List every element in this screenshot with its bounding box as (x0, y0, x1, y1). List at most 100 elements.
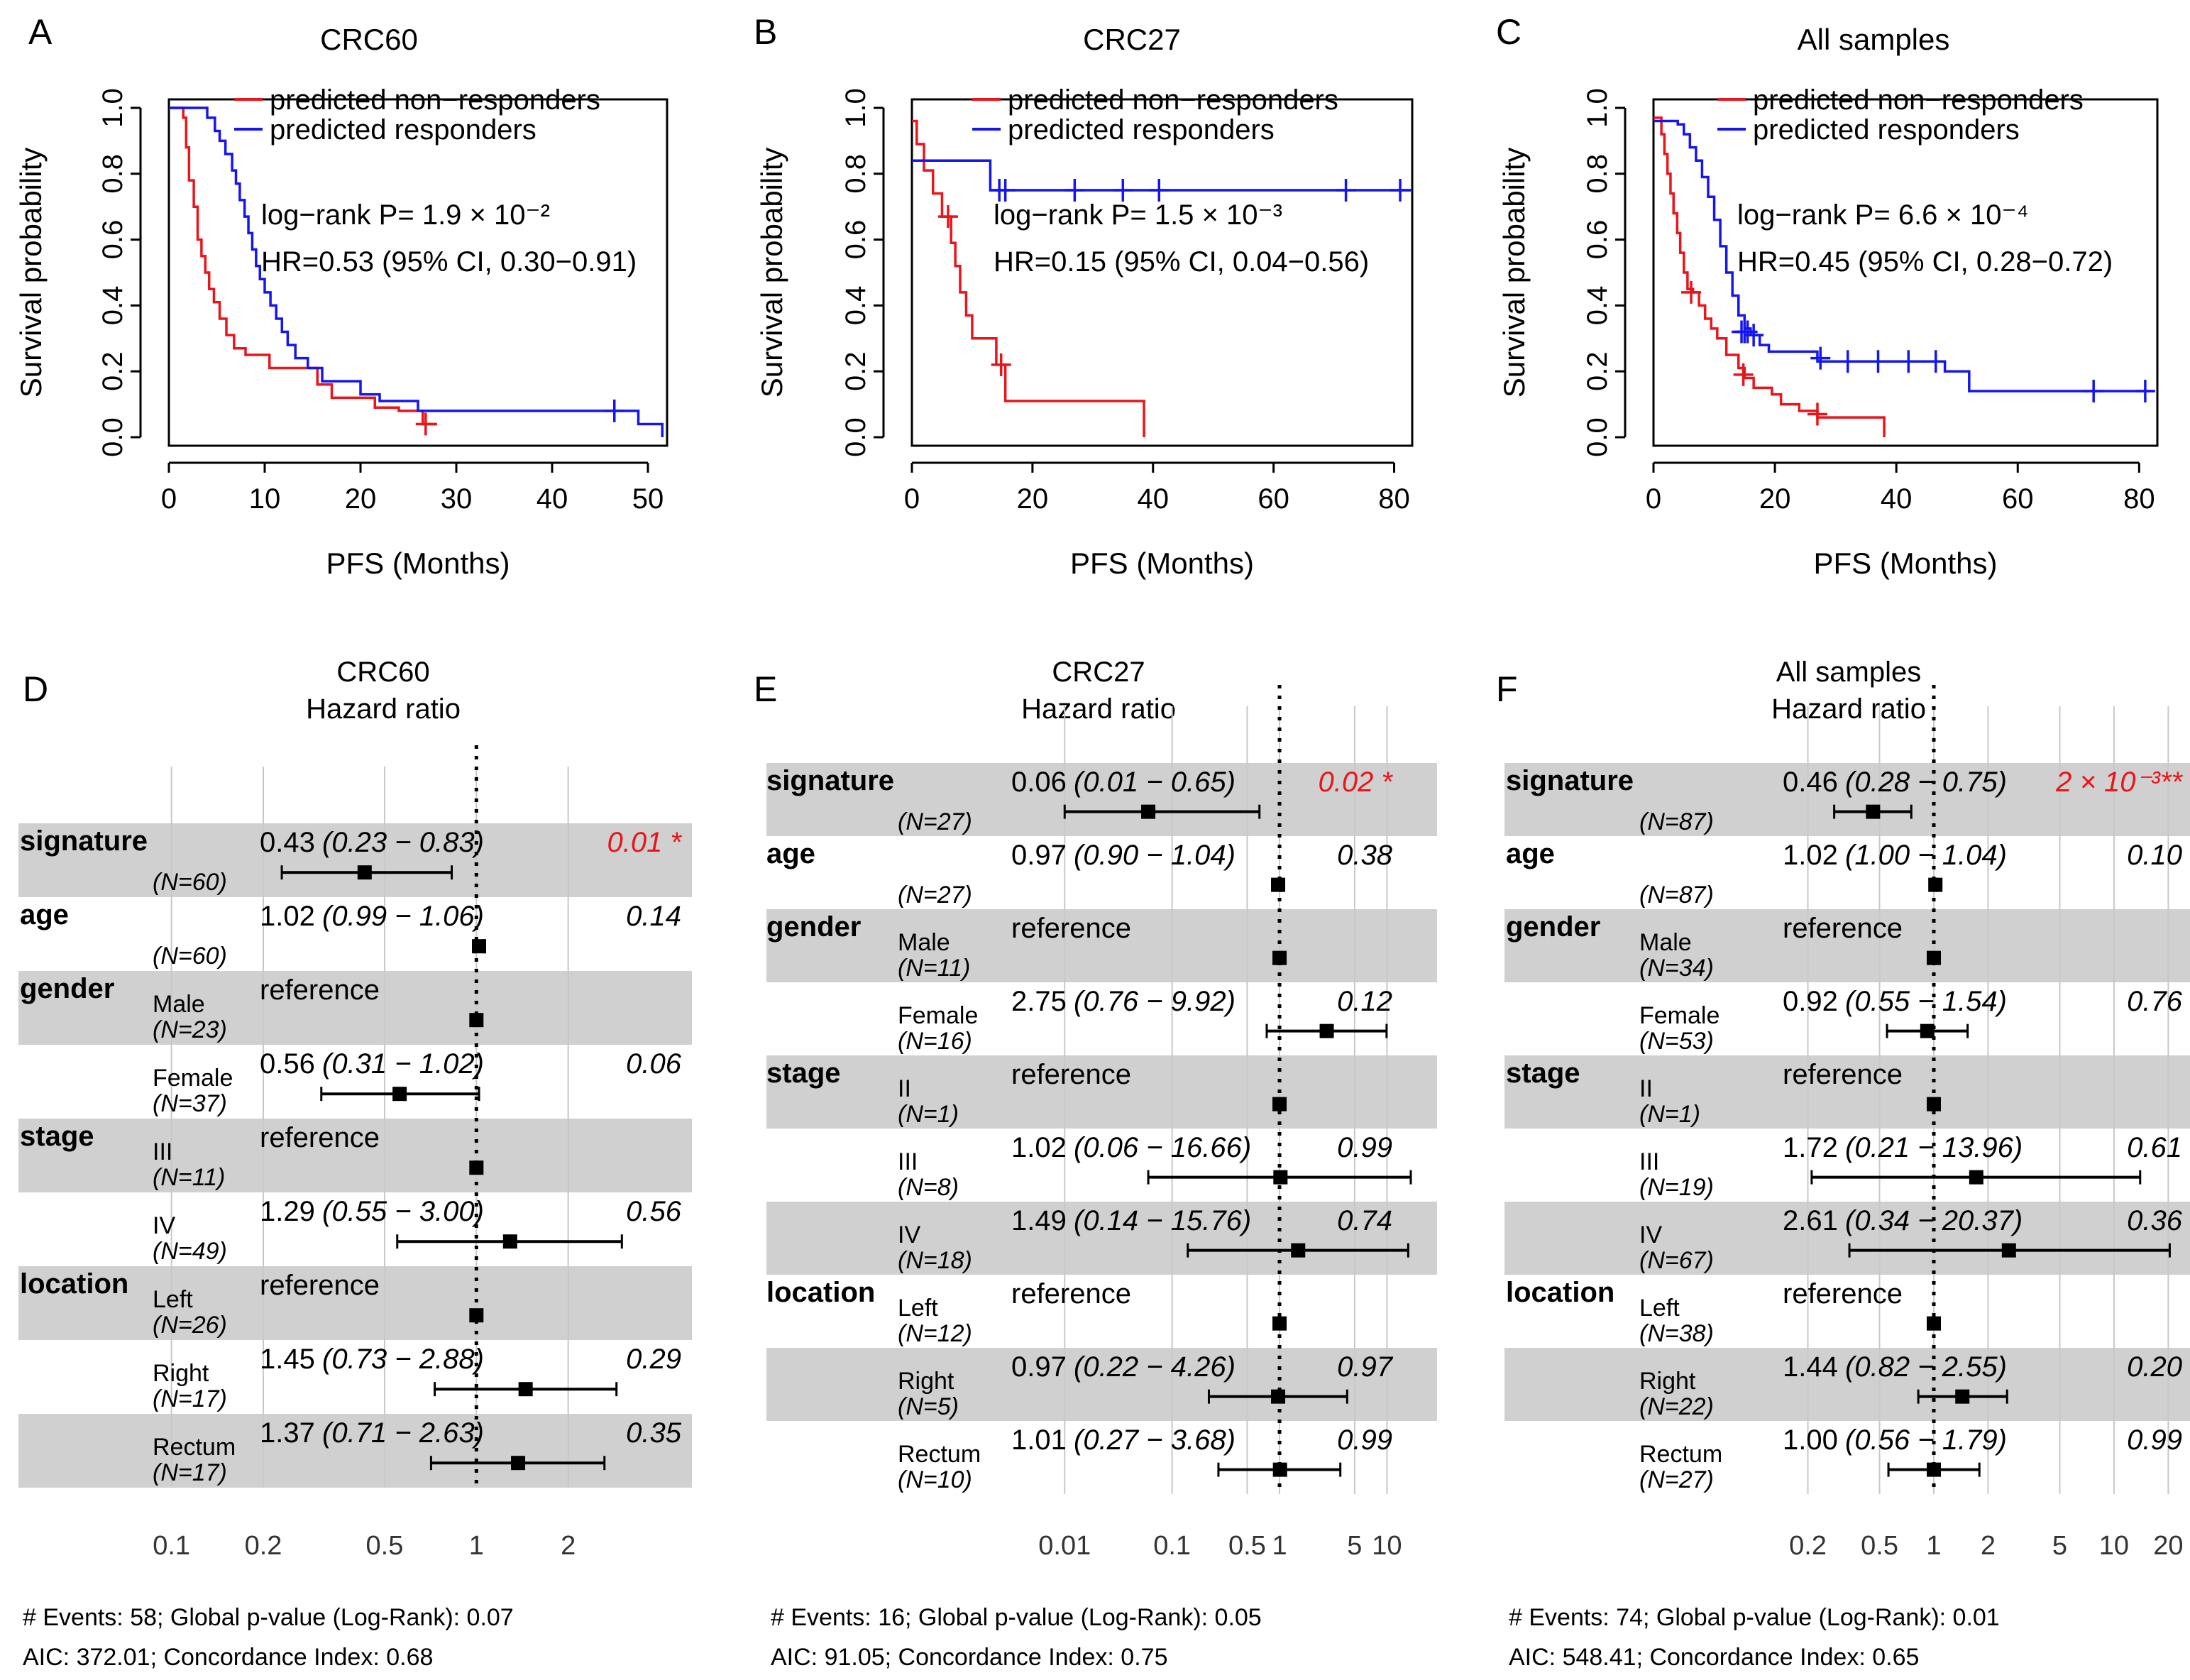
level-label: Rectum (153, 1434, 236, 1461)
n-label: (N=60) (153, 943, 227, 970)
row-band (766, 1348, 1437, 1421)
hr-value: 1.01 (1011, 1424, 1067, 1456)
p-value: 0.56 (626, 1196, 682, 1227)
p-value: 0.99 (2127, 1424, 2182, 1456)
level-label: Rectum (898, 1441, 981, 1468)
hr-point (1866, 804, 1881, 819)
ci-text: (0.82 − 2.55) (1845, 1351, 2007, 1383)
level-label: Female (1639, 1002, 1719, 1029)
n-label: (N=87) (1639, 882, 1714, 908)
hr-value: reference (1783, 913, 1903, 944)
row-band (766, 1202, 1437, 1275)
legend-label: predicted responders (270, 114, 537, 146)
hr-value: 1.49 (1011, 1205, 1067, 1236)
level-label: III (898, 1148, 918, 1175)
hr-value: 0.43 (260, 827, 315, 858)
y-tick-label: 1.0 (97, 88, 128, 128)
level-label: III (1639, 1148, 1659, 1175)
km-curve (912, 159, 1412, 192)
variable-label: location (1506, 1277, 1614, 1308)
footer-aic: AIC: 548.41; Concordance Index: 0.65 (1509, 1644, 1919, 1671)
x-tick-label: 0.5 (366, 1531, 404, 1561)
km-curve (912, 119, 1145, 437)
p-value: 0.01 * (607, 827, 682, 858)
n-label: (N=49) (153, 1238, 227, 1265)
ci-text: (0.27 − 3.68) (1074, 1424, 1236, 1456)
km-curve (1653, 116, 1886, 437)
variable-label: stage (766, 1058, 841, 1089)
level-label: Left (1639, 1295, 1680, 1322)
level-label: Right (898, 1368, 954, 1395)
n-label: (N=18) (898, 1247, 972, 1274)
footer-aic: AIC: 91.05; Concordance Index: 0.75 (771, 1644, 1167, 1671)
panel-letter: E (754, 669, 777, 709)
p-value: 0.29 (626, 1344, 681, 1375)
n-label: (N=11) (153, 1164, 225, 1191)
forest-subtitle: Hazard ratio (1021, 693, 1176, 725)
forest-subtitle: Hazard ratio (1771, 693, 1926, 725)
variable-label: gender (20, 973, 114, 1004)
n-label: (N=27) (898, 808, 972, 835)
hr-point (1927, 1462, 1942, 1477)
x-tick-label: 20 (1017, 483, 1049, 515)
x-axis-label: PFS (Months) (326, 547, 510, 580)
n-label: (N=34) (1639, 955, 1714, 982)
level-label: II (898, 1075, 911, 1102)
legend-label: predicted responders (1753, 114, 2020, 146)
y-tick-label: 0.8 (1582, 154, 1613, 194)
hr-value: 1.02 (1783, 840, 1838, 871)
level-label: IV (898, 1221, 920, 1248)
y-tick-label: 0.4 (840, 286, 871, 326)
p-value: 0.20 (2127, 1351, 2182, 1383)
row-band (18, 1119, 692, 1192)
ci-text: (0.71 − 2.63) (322, 1417, 484, 1449)
x-tick-label: 2 (561, 1531, 576, 1561)
km-panel-c: C All samples 0.0 0.2 0.4 0.6 0.8 1.0 Survival p… (1496, 12, 2159, 580)
hr-point (1927, 1097, 1942, 1111)
x-tick-label: 2 (1981, 1531, 1996, 1561)
variable-label: age (1506, 838, 1555, 869)
variable-label: age (20, 899, 69, 930)
row-band (1504, 1348, 2190, 1421)
n-label: (N=37) (153, 1090, 227, 1117)
x-axis-label: PFS (Months) (1070, 547, 1254, 580)
level-label: Female (153, 1065, 233, 1092)
y-tick-label: 0.0 (97, 417, 128, 457)
x-tick-label: 60 (1258, 483, 1289, 515)
footer-events: # Events: 74; Global p-value (Log-Rank):… (1509, 1604, 2000, 1631)
forest-title: All samples (1776, 657, 1922, 688)
hr-point (392, 1087, 407, 1102)
variable-label: signature (766, 765, 894, 796)
level-label: IV (1639, 1221, 1662, 1248)
n-label: (N=60) (153, 869, 227, 896)
x-tick-label: 5 (1347, 1531, 1362, 1561)
p-value: 0.38 (1337, 840, 1393, 871)
hr-point (1319, 1023, 1334, 1038)
variable-label: location (20, 1268, 128, 1300)
ci-text: (0.90 − 1.04) (1074, 840, 1236, 871)
hazard-ratio-text: HR=0.45 (95% CI, 0.28−0.72) (1737, 246, 2113, 278)
plot-frame (1652, 98, 2159, 447)
n-label: (N=16) (898, 1028, 972, 1055)
row-band (18, 823, 692, 897)
chart-title: CRC60 (320, 23, 418, 56)
p-value: 0.02 * (1318, 767, 1393, 798)
hr-point (469, 1160, 484, 1175)
x-tick-label: 1 (1272, 1531, 1287, 1561)
hr-value: 0.56 (260, 1048, 315, 1080)
panel-letter: D (23, 669, 48, 709)
y-axis-label: Survival probability (1497, 148, 1531, 398)
hr-value: 1.72 (1783, 1132, 1838, 1163)
y-tick-label: 0.6 (97, 220, 128, 260)
ci-text: (0.55 − 3.00) (322, 1196, 484, 1227)
variable-label: stage (1506, 1058, 1580, 1089)
ci-text: (0.56 − 1.79) (1845, 1424, 2007, 1456)
hr-point (1272, 1462, 1287, 1477)
hr-point (1969, 1170, 1983, 1185)
ci-text: (0.14 − 15.76) (1074, 1205, 1251, 1236)
hr-point (1955, 1389, 1970, 1404)
x-tick-label: 80 (1378, 483, 1410, 515)
